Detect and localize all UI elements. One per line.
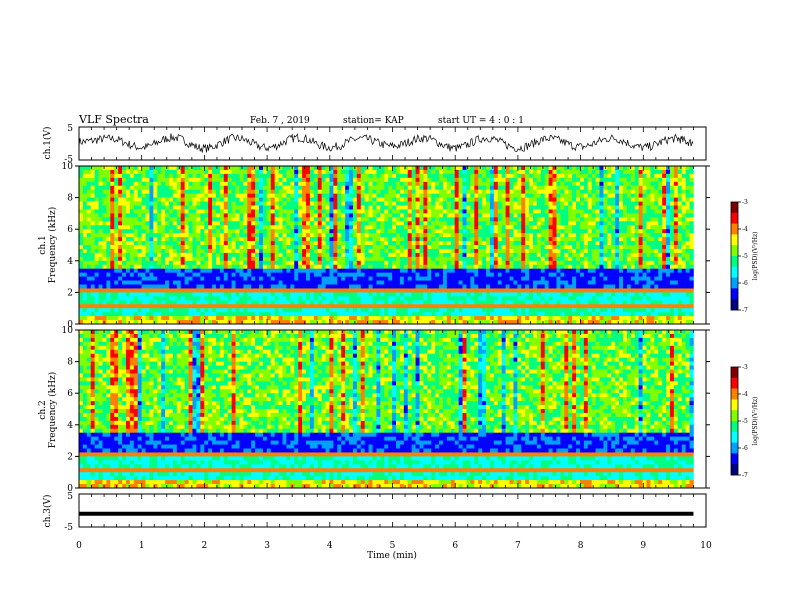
xtick-label: 8 — [578, 541, 584, 551]
ytick-label: 8 — [67, 194, 73, 204]
ch3-ytick-bottom: -5 — [64, 523, 73, 533]
colorbar-tick: -4 — [742, 391, 748, 398]
colorbar-tick: -5 — [742, 418, 748, 425]
time-axis-label: Time (min) — [367, 550, 417, 561]
xtick-label: 5 — [390, 541, 396, 551]
colorbar-tick: -5 — [742, 253, 748, 260]
ytick-label: 0 — [67, 320, 73, 330]
xtick-label: 3 — [264, 541, 270, 551]
ch2-spectrogram-ylabel: Frequency (kHz) — [47, 372, 58, 449]
ch3-waveform-ylabel: ch.3(V) — [42, 495, 53, 528]
colorbar-tick: -6 — [742, 445, 748, 452]
ch1-colorbar: -3 -4 -5 -6 -7 log(PSD)(V²/Hz) — [730, 199, 759, 314]
xtick-label: 10 — [700, 541, 712, 551]
figure-start-time: start UT = 4 : 0 : 1 — [438, 116, 524, 126]
figure-station: station= KAP — [343, 116, 404, 126]
ch1-waveform-ylabel: ch.1(V) — [42, 127, 53, 160]
figure-date: Feb. 7 , 2019 — [250, 116, 310, 126]
ytick-label: 0 — [67, 484, 73, 494]
ch1-spectrogram-ylabel: Frequency (kHz) — [47, 207, 58, 284]
ytick-label: 8 — [67, 358, 73, 368]
ch2-channel-label: ch.2 — [38, 400, 48, 419]
ch1-channel-label: ch.1 — [38, 235, 48, 254]
ytick-label: 6 — [67, 389, 73, 399]
colorbar-label: log(PSD)(V²/Hz) — [752, 397, 759, 446]
ch1-spectrogram-panel: 0 2 4 6 8 10 ch.1 Frequency (kHz) -3 -4 -5 -6 -7 l… — [38, 162, 759, 330]
ch1-spectrogram-image — [79, 166, 694, 325]
xtick-label: 2 — [202, 541, 208, 551]
xtick-label: 9 — [640, 541, 646, 551]
ch1-waveform-line — [78, 133, 694, 153]
ytick-label: 2 — [67, 452, 73, 462]
xtick-label: 0 — [76, 541, 82, 551]
ytick-label: 6 — [67, 225, 73, 235]
colorbar-label: log(PSD)(V²/Hz) — [752, 232, 759, 281]
ch2-colorbar: -3 -4 -5 -6 -7 log(PSD)(V²/Hz) — [730, 364, 759, 479]
xtick-label: 4 — [327, 541, 333, 551]
ytick-label: 4 — [67, 257, 73, 267]
ch2-spectrogram-panel: 0 2 4 6 8 10 ch.2 Frequency (kHz) -3 -4 -5 -6 -7 l… — [38, 326, 759, 494]
colorbar-tick: -7 — [742, 307, 748, 314]
xtick-label: 1 — [139, 541, 145, 551]
ytick-label: 2 — [67, 288, 73, 298]
colorbar-tick: -7 — [742, 472, 748, 479]
ytick-label: 10 — [62, 326, 74, 336]
colorbar-tick: -6 — [742, 280, 748, 287]
time-axis: 0 1 2 3 4 5 6 7 8 9 10 — [76, 127, 712, 551]
ytick-label: 4 — [67, 421, 73, 431]
xtick-label: 7 — [515, 541, 521, 551]
colorbar-tick: -3 — [742, 364, 748, 371]
ch3-ytick-top: 5 — [67, 492, 73, 502]
figure-title: VLF Spectra — [78, 113, 149, 126]
colorbar-tick: -3 — [742, 199, 748, 206]
ch1-ytick-top: 5 — [67, 124, 73, 134]
ch2-spectrogram-image — [79, 330, 694, 489]
ch1-ytick-bottom: -5 — [64, 155, 73, 165]
xtick-label: 6 — [452, 541, 458, 551]
colorbar-tick: -4 — [742, 226, 748, 233]
ch2-spectrogram-yticks: 0 2 4 6 8 10 — [62, 326, 710, 494]
ch1-spectrogram-yticks: 0 2 4 6 8 10 — [62, 162, 710, 330]
ytick-label: 10 — [62, 162, 74, 172]
